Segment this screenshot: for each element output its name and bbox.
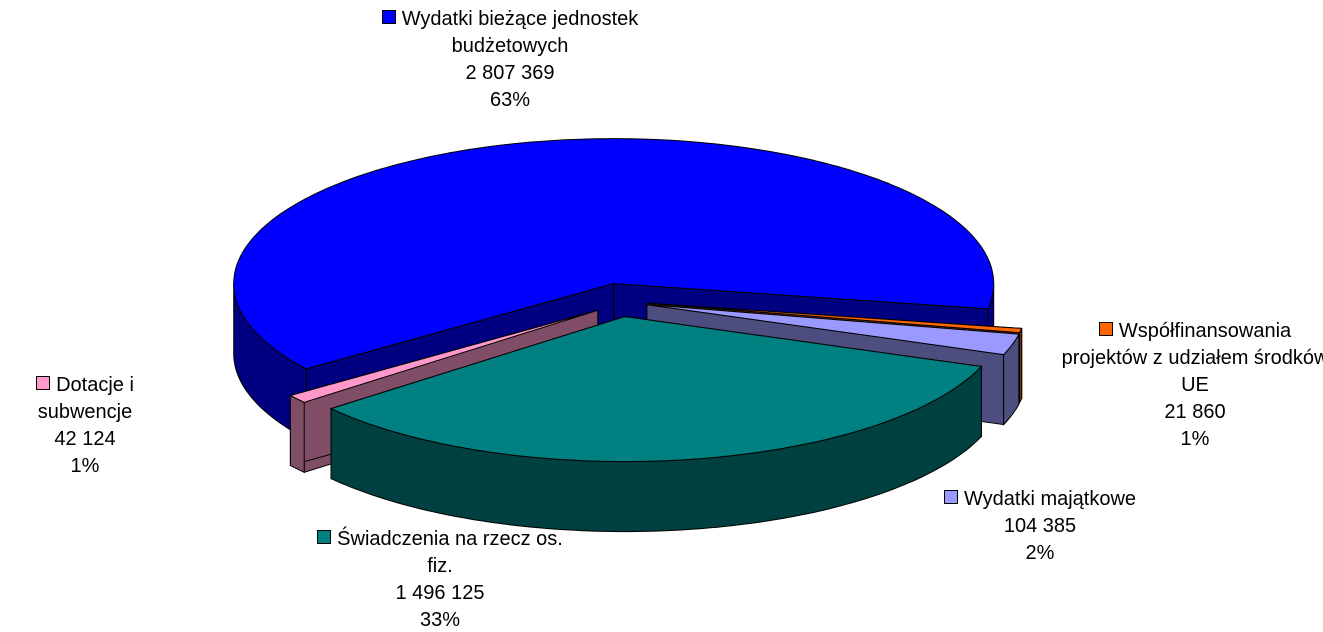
legend-swatch xyxy=(943,490,958,504)
data-label: Współfinansowania projektów z udziałem ś… xyxy=(1060,318,1323,453)
slice-top xyxy=(233,138,995,370)
category-label: Wydatki bieżące jednostek budżetowych xyxy=(401,8,639,57)
legend-entry: Wydatki bieżące jednostek budżetowych xyxy=(375,6,645,60)
slice-top xyxy=(647,302,1023,334)
value-label: 104 385 xyxy=(1003,515,1077,537)
category-label: Świadczenia na rzecz os. fiz. xyxy=(337,528,563,577)
legend-swatch xyxy=(317,530,332,544)
category-label: Dotacje i subwencje xyxy=(37,374,134,423)
data-label: Świadczenia na rzecz os. fiz. 1 496 125 33… xyxy=(315,526,565,632)
percent-label: 2% xyxy=(1025,542,1055,564)
data-label: Dotacje i subwencje 42 124 1% xyxy=(0,372,170,480)
legend-swatch xyxy=(36,376,51,390)
slice-top xyxy=(329,316,983,463)
legend-entry: Współfinansowania projektów z udziałem ś… xyxy=(1060,318,1323,399)
category-label: Wydatki majątkowe xyxy=(963,488,1137,510)
data-label: Wydatki majątkowe 104 385 2% xyxy=(900,486,1180,567)
slice-side xyxy=(289,394,305,474)
data-label: Wydatki bieżące jednostek budżetowych 2 8… xyxy=(375,6,645,114)
legend-entry: Świadczenia na rzecz os. fiz. xyxy=(315,526,565,580)
category-label: Współfinansowania projektów z udziałem ś… xyxy=(1061,320,1323,396)
percent-label: 1% xyxy=(1180,428,1210,450)
percent-label: 63% xyxy=(489,89,531,111)
slice-top xyxy=(646,304,1020,356)
percent-label: 1% xyxy=(70,455,100,477)
legend-entry: Dotacje i subwencje xyxy=(0,372,170,426)
value-label: 21 860 xyxy=(1164,401,1226,423)
slice-side xyxy=(1019,328,1023,403)
slice-top xyxy=(289,309,598,403)
value-label: 2 807 369 xyxy=(465,62,555,84)
legend-entry: Wydatki majątkowe xyxy=(900,486,1180,513)
value-label: 1 496 125 xyxy=(395,582,485,604)
legend-swatch xyxy=(1098,322,1113,336)
value-label: 42 124 xyxy=(54,428,116,450)
percent-label: 33% xyxy=(419,609,461,631)
legend-swatch xyxy=(381,10,396,24)
